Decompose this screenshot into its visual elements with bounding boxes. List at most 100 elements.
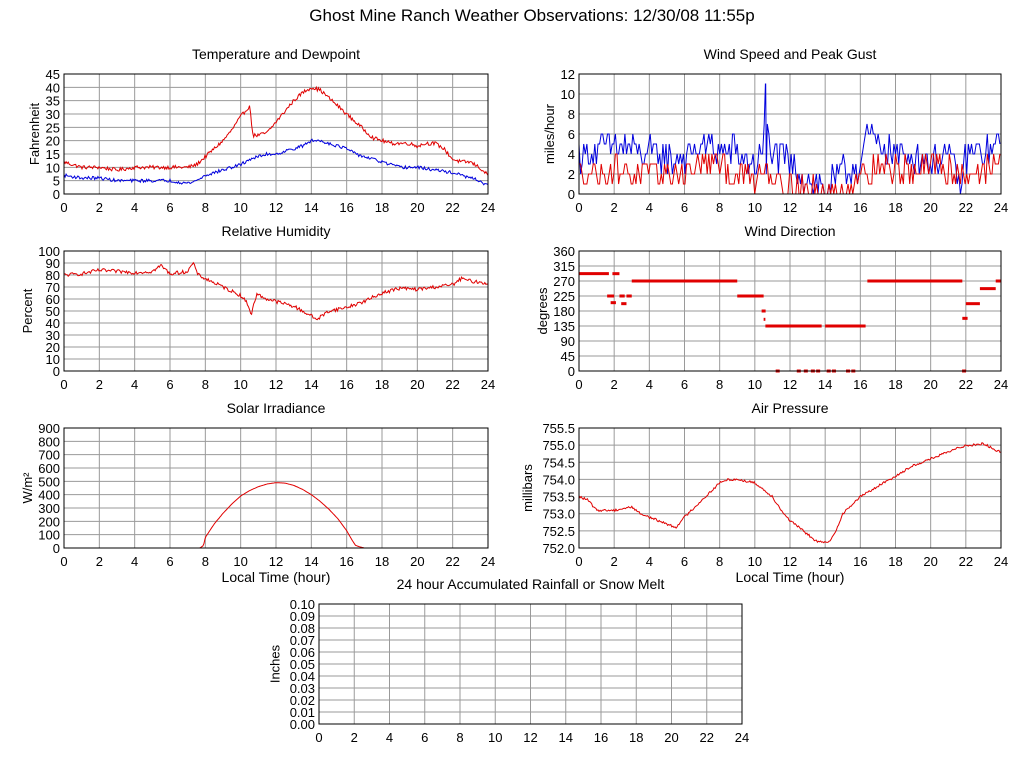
x-tick-label: 12 <box>523 730 537 745</box>
x-tick-label: 2 <box>611 377 618 392</box>
x-tick-label: 18 <box>375 200 389 215</box>
x-tick-label: 10 <box>233 554 247 569</box>
y-axis-label: Fahrenheit <box>27 103 42 166</box>
y-tick-label: 0 <box>568 364 575 379</box>
x-tick-label: 14 <box>304 200 318 215</box>
x-tick-label: 8 <box>716 377 723 392</box>
x-tick-label: 22 <box>959 377 973 392</box>
x-tick-label: 6 <box>166 200 173 215</box>
y-tick-label: 0.06 <box>290 645 315 660</box>
chart-title: Solar Irradiance <box>227 400 326 416</box>
x-tick-label: 0 <box>315 730 322 745</box>
y-tick-label: 400 <box>38 488 60 503</box>
y-tick-label: 0 <box>568 187 575 202</box>
x-tick-label: 20 <box>410 200 424 215</box>
data-layer <box>579 442 1001 544</box>
x-tick-label: 16 <box>339 200 353 215</box>
x-tick-label: 22 <box>445 200 459 215</box>
y-tick-label: 50 <box>46 304 60 319</box>
data-layer <box>64 261 488 321</box>
y-tick-label: 700 <box>38 448 60 463</box>
plot-frame <box>578 73 1002 195</box>
x-tick-label: 6 <box>681 554 688 569</box>
x-tick-label: 12 <box>783 554 797 569</box>
y-tick-label: 45 <box>46 67 60 82</box>
y-axis-label: W/m² <box>20 472 35 504</box>
x-tick-label: 0 <box>575 200 582 215</box>
plot-frame <box>63 73 489 195</box>
x-tick-label: 0 <box>60 554 67 569</box>
x-tick-label: 10 <box>488 730 502 745</box>
x-tick-label: 6 <box>166 554 173 569</box>
x-tick-label: 4 <box>646 554 653 569</box>
y-tick-label: 10 <box>46 160 60 175</box>
plot-frame <box>578 427 1002 549</box>
x-tick-label: 8 <box>202 200 209 215</box>
y-tick-label: 0.08 <box>290 621 315 636</box>
x-tick-label: 14 <box>304 554 318 569</box>
x-tick-label: 0 <box>575 554 582 569</box>
y-tick-label: 0.07 <box>290 633 315 648</box>
x-tick-label: 24 <box>481 377 495 392</box>
x-tick-label: 4 <box>131 200 138 215</box>
x-tick-label: 24 <box>481 554 495 569</box>
x-tick-label: 12 <box>269 554 283 569</box>
x-tick-label: 16 <box>339 377 353 392</box>
y-tick-label: 0.05 <box>290 657 315 672</box>
y-tick-label: 315 <box>553 259 575 274</box>
x-tick-label: 14 <box>818 200 832 215</box>
series-line-dewpoint <box>64 138 488 186</box>
y-tick-label: 8 <box>568 107 575 122</box>
data-layer <box>64 85 488 186</box>
x-axis-label: Local Time (hour) <box>222 569 331 585</box>
y-tick-label: 135 <box>553 319 575 334</box>
x-tick-label: 24 <box>735 730 749 745</box>
y-tick-label: 0 <box>53 541 60 556</box>
y-tick-label: 500 <box>38 474 60 489</box>
x-tick-label: 20 <box>410 554 424 569</box>
x-tick-label: 0 <box>60 200 67 215</box>
y-tick-label: 0.01 <box>290 705 315 720</box>
x-tick-label: 14 <box>559 730 573 745</box>
x-tick-label: 18 <box>375 377 389 392</box>
y-tick-label: 25 <box>46 120 60 135</box>
x-tick-label: 16 <box>594 730 608 745</box>
x-tick-label: 4 <box>386 730 393 745</box>
x-tick-label: 14 <box>818 554 832 569</box>
x-tick-label: 16 <box>853 377 867 392</box>
x-tick-label: 24 <box>994 554 1008 569</box>
y-tick-label: 900 <box>38 421 60 436</box>
x-tick-label: 6 <box>681 200 688 215</box>
x-tick-label: 18 <box>888 554 902 569</box>
y-tick-label: 35 <box>46 94 60 109</box>
series-line-air-pressure <box>579 442 1001 544</box>
y-tick-label: 0.03 <box>290 681 315 696</box>
x-tick-label: 16 <box>339 554 353 569</box>
y-tick-label: 30 <box>46 107 60 122</box>
x-tick-label: 8 <box>202 554 209 569</box>
y-axis-label: Inches <box>267 644 282 683</box>
x-tick-label: 16 <box>853 554 867 569</box>
y-tick-label: 0 <box>53 187 60 202</box>
x-tick-label: 12 <box>269 200 283 215</box>
x-tick-label: 20 <box>923 554 937 569</box>
x-tick-label: 20 <box>923 200 937 215</box>
x-tick-label: 20 <box>410 377 424 392</box>
y-tick-label: 754.5 <box>542 455 575 470</box>
x-tick-label: 4 <box>131 377 138 392</box>
y-tick-label: 755.0 <box>542 438 575 453</box>
y-tick-label: 2 <box>568 167 575 182</box>
x-tick-label: 10 <box>748 377 762 392</box>
x-tick-label: 2 <box>96 554 103 569</box>
x-tick-label: 8 <box>716 554 723 569</box>
y-tick-label: 90 <box>46 256 60 271</box>
x-tick-label: 12 <box>783 200 797 215</box>
x-tick-label: 18 <box>888 377 902 392</box>
y-tick-label: 45 <box>561 349 575 364</box>
plot-frame <box>63 250 489 372</box>
y-tick-label: 0.00 <box>290 717 315 732</box>
series-line-wind-speed <box>579 153 1001 195</box>
